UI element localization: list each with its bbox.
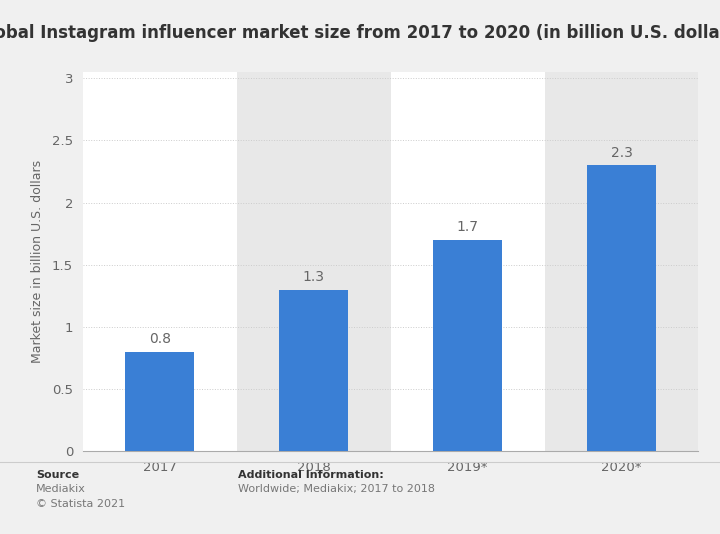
Text: Global Instagram influencer market size from 2017 to 2020 (in billion U.S. dolla: Global Instagram influencer market size … bbox=[0, 24, 720, 42]
Text: Mediakix: Mediakix bbox=[36, 484, 86, 494]
Bar bbox=[587, 166, 656, 451]
Text: © Statista 2021: © Statista 2021 bbox=[36, 499, 125, 509]
Text: Additional Information:: Additional Information: bbox=[238, 470, 383, 480]
Y-axis label: Market size in billion U.S. dollars: Market size in billion U.S. dollars bbox=[31, 160, 44, 363]
Bar bbox=[433, 240, 502, 451]
Text: 1.3: 1.3 bbox=[302, 270, 325, 284]
Text: Source: Source bbox=[36, 470, 79, 480]
Bar bbox=[544, 72, 698, 451]
Bar bbox=[83, 72, 237, 451]
Text: 2.3: 2.3 bbox=[611, 146, 632, 160]
Bar bbox=[237, 72, 391, 451]
Bar bbox=[279, 289, 348, 451]
Text: Worldwide; Mediakix; 2017 to 2018: Worldwide; Mediakix; 2017 to 2018 bbox=[238, 484, 435, 494]
Bar bbox=[391, 72, 544, 451]
Bar bbox=[125, 352, 194, 451]
Text: 0.8: 0.8 bbox=[149, 332, 171, 346]
Text: 1.7: 1.7 bbox=[456, 221, 479, 234]
